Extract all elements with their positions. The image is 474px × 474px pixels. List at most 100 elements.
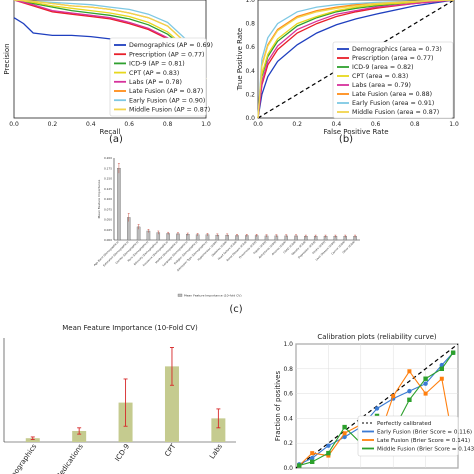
panel-label: (c) (229, 304, 242, 315)
legend-label: Labs (AP = 0.78) (129, 79, 182, 86)
series-line-7 (13, 0, 207, 80)
legend-label: Demographics (area = 0.73) (352, 46, 442, 53)
series-line-0 (257, 0, 455, 119)
series-line-3 (257, 0, 455, 119)
x-tick-label: Demographics (3, 442, 39, 474)
series-line-2 (257, 0, 455, 119)
bar (72, 430, 87, 442)
bar (164, 366, 179, 442)
x-tick-label: CPT (163, 442, 178, 458)
x-tick-label: 0.0 (253, 121, 263, 128)
x-axis-label: False Positive Rate (323, 128, 388, 136)
legend-box (109, 37, 207, 117)
y-tick-label: 0.4 (283, 415, 293, 422)
chart-title: Calibration plots (reliability curve) (317, 333, 437, 341)
series-marker (374, 406, 380, 411)
x-tick-label: Arrhythmia (ICD9) (258, 240, 278, 260)
bar (25, 438, 40, 442)
panel-label: (a) (109, 134, 123, 145)
legend-label: Prescription (area = 0.77) (352, 55, 433, 62)
series-line-1 (257, 0, 455, 119)
legend-label: CPT (AP = 0.83) (129, 70, 179, 77)
y-tick-label: 0.000 (104, 238, 112, 242)
bar (117, 168, 121, 241)
series-marker (342, 434, 347, 440)
series-marker (450, 350, 456, 355)
y-tick-label: 0.125 (104, 187, 112, 191)
x-tick-label: 0.2 (292, 121, 302, 128)
y-tick-label: 1.0 (245, 0, 255, 4)
y-tick-label: 0.050 (104, 218, 112, 222)
feature-importance-panel: 0.000 0.025 0.050 0.075 0.100 0.125 0.150 0.175… (93, 156, 360, 315)
x-tick-label: 0.4 (86, 121, 96, 128)
series-marker (423, 391, 428, 396)
roc-panel: 0.0 0.2 0.4 0.6 0.8 1.0 0.0 0.2 0.4 0.6 0.8 1.0 Fals… (236, 0, 459, 145)
series-marker (407, 369, 412, 374)
legend-label: Mean Feature Importance (10-fold CV) (184, 293, 242, 297)
y-axis-label: Precision (3, 43, 11, 74)
series-marker (439, 376, 444, 381)
x-tick-label: 0.6 (371, 121, 381, 128)
series-marker (326, 450, 331, 456)
series-line-4 (257, 0, 455, 119)
legend-box (357, 415, 459, 457)
y-tick-label: 0.6 (283, 391, 293, 398)
y-tick-label: 0.075 (104, 207, 112, 211)
x-tick-label: 0.8 (163, 121, 173, 128)
y-tick-label: 0.8 (245, 21, 255, 28)
legend-label: Late Fusion (area = 0.88) (352, 91, 432, 98)
y-tick-label: 0.8 (283, 366, 293, 373)
panel-label: (b) (339, 134, 353, 145)
x-tick-label: 0.2 (48, 121, 58, 128)
legend-box (332, 41, 454, 119)
series-marker (326, 443, 331, 448)
series-line-3 (13, 0, 207, 80)
diagonal-reference-line (295, 343, 459, 469)
series-marker (391, 394, 396, 399)
series-marker (407, 397, 412, 402)
legend-label: ICD-9 (area = 0.82) (352, 64, 414, 71)
legend-label: Demographics (AP = 0.69) (129, 42, 213, 49)
series-marker (423, 381, 428, 386)
y-axis-label: True Positive Rate (236, 28, 244, 91)
legend-label: Middle Fusion (AP = 0.87) (129, 107, 210, 114)
calibration-panel: 0.0 0.2 0.4 0.6 0.8 1.0 Fraction of positives C… (274, 333, 474, 472)
series-marker (407, 388, 412, 394)
legend-label: CPT (area = 0.83) (352, 73, 408, 80)
series-marker (326, 453, 331, 458)
y-axis-label: Mean Feature Importance (97, 180, 101, 219)
x-tick-label: ICD-9 (114, 443, 132, 463)
x-tick-label: Pneumonia (ICD9) (238, 240, 257, 259)
x-tick-label: Labs (208, 442, 224, 460)
x-axis-label: Recall (100, 128, 121, 136)
legend-swatch (177, 293, 183, 297)
legend-label: Late Fusion (AP = 0.87) (129, 88, 203, 95)
x-tick-label: 0.8 (410, 121, 420, 128)
legend-label: Late Fusion (Brier Score = 0.141) (377, 438, 470, 444)
legend-label: Early Fusion (area = 0.91) (352, 100, 434, 107)
series-marker (297, 463, 302, 468)
series-marker (310, 451, 315, 456)
precision-recall-panel: 0.0 0.2 0.4 0.6 0.8 1.0 Recall Precision Demogra… (3, 0, 213, 145)
y-tick-label: 0.200 (104, 156, 112, 160)
x-tick-label: 1.0 (201, 121, 211, 128)
y-tick-label: 1.0 (283, 341, 293, 348)
x-tick-label: Depression (ICD9) (297, 240, 317, 260)
series-marker (342, 431, 347, 436)
x-tick-label: 0.6 (124, 121, 134, 128)
legend-label: Prescription (AP = 0.77) (129, 51, 204, 58)
legend-label: Early Fusion (AP = 0.90) (129, 97, 205, 104)
x-tick-label: Medications (54, 442, 85, 474)
legend-label: Perfectly calibrated (377, 421, 432, 427)
bar (211, 418, 226, 442)
y-tick-label: 0.4 (245, 68, 255, 75)
x-tick-label: 0.4 (332, 121, 342, 128)
series-line-7 (257, 0, 455, 119)
series-marker (342, 424, 347, 430)
y-tick-label: 0.025 (104, 228, 112, 232)
series-marker (423, 376, 428, 381)
y-tick-label: 0.2 (283, 440, 293, 447)
y-axis-label: Fraction of positives (274, 371, 282, 442)
y-tick-label: 0.150 (104, 177, 112, 181)
